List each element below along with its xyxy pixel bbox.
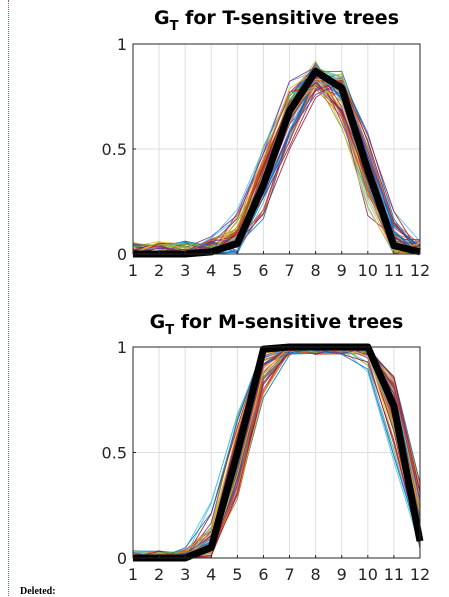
y-tick-label: 1	[117, 338, 127, 357]
x-tick-label: 4	[206, 565, 216, 584]
y-tick-label: 1	[117, 35, 127, 54]
y-tick-label: 0	[117, 549, 127, 568]
x-tick-label: 8	[311, 565, 321, 584]
individual-series-line	[133, 67, 420, 254]
x-tick-label: 10	[358, 565, 378, 584]
x-tick-label: 1	[128, 261, 138, 280]
chart-title: GT for M-sensitive trees	[150, 311, 404, 338]
x-tick-label: 11	[384, 565, 404, 584]
x-tick-label: 3	[180, 261, 190, 280]
x-tick-label: 11	[384, 261, 404, 280]
chart-title-subscript: T	[165, 323, 174, 338]
individual-series-line	[133, 81, 420, 254]
x-tick-label: 12	[410, 565, 430, 584]
chart-title-subscript: T	[170, 19, 179, 34]
chart-title-main: G	[150, 311, 166, 333]
x-tick-label: 3	[180, 565, 190, 584]
x-tick-label: 6	[258, 565, 268, 584]
margin-change-bar	[8, 0, 10, 596]
x-tick-label: 12	[410, 261, 430, 280]
y-tick-label: 0.5	[102, 140, 127, 159]
x-tick-label: 1	[128, 565, 138, 584]
x-tick-label: 9	[337, 261, 347, 280]
y-tick-label: 0.5	[102, 444, 127, 463]
x-tick-label: 9	[337, 565, 347, 584]
individual-series-line	[133, 79, 420, 254]
y-tick-label: 0	[117, 245, 127, 264]
x-tick-label: 5	[232, 565, 242, 584]
x-tick-label: 7	[284, 261, 294, 280]
chart-title-rest: for T-sensitive trees	[178, 7, 399, 29]
x-tick-label: 2	[154, 565, 164, 584]
x-tick-label: 2	[154, 261, 164, 280]
x-tick-label: 7	[284, 565, 294, 584]
individual-series-line	[133, 86, 420, 254]
x-tick-label: 8	[311, 261, 321, 280]
individual-series-line	[133, 88, 420, 254]
chart-title-rest: for M-sensitive trees	[174, 311, 403, 333]
x-tick-label: 6	[258, 261, 268, 280]
x-tick-label: 5	[232, 261, 242, 280]
x-tick-label: 4	[206, 261, 216, 280]
individual-series-line	[133, 347, 420, 558]
individual-series-line	[133, 70, 420, 254]
deleted-margin-note: Deleted:	[20, 586, 56, 597]
chart-title: GT for T-sensitive trees	[154, 7, 399, 34]
chart-title-main: G	[154, 7, 170, 29]
x-tick-label: 10	[358, 261, 378, 280]
